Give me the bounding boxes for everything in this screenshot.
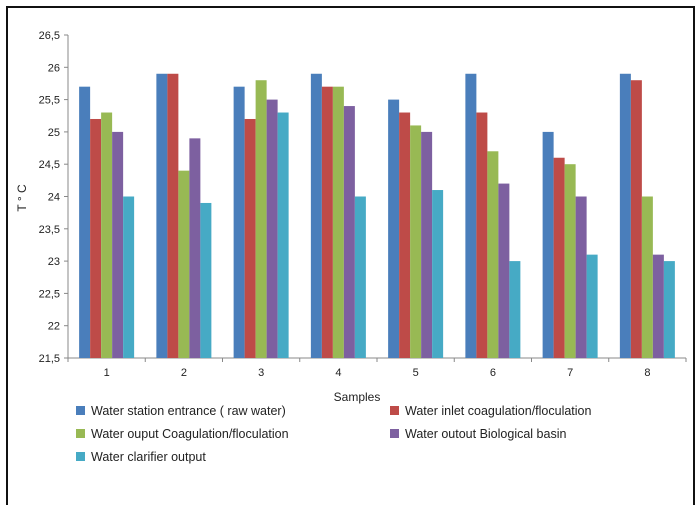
legend-swatch <box>76 429 85 438</box>
bar <box>542 131 554 358</box>
bar <box>167 73 179 358</box>
y-tick-label: 23 <box>48 256 60 268</box>
bar <box>421 131 433 358</box>
legend-label: Water clarifier output <box>91 450 206 464</box>
y-tick-label: 22 <box>48 321 60 333</box>
x-tick-label: 8 <box>644 367 650 379</box>
bar <box>233 86 245 359</box>
bar <box>630 80 642 358</box>
bar <box>343 106 355 358</box>
y-tick-label: 26 <box>48 62 60 74</box>
bar <box>586 254 598 358</box>
bar <box>663 261 675 358</box>
bar <box>266 99 278 358</box>
bar <box>244 118 256 358</box>
legend-swatch <box>76 406 85 415</box>
bar <box>200 202 212 358</box>
y-tick-label: 24 <box>48 192 60 204</box>
legend-label: Water ouput Coagulation/floculation <box>91 427 289 441</box>
y-axis-ticks: 21,5 22 22,5 23 23,5 24 24,5 25 25,5 26 26,5 <box>39 30 68 365</box>
bar <box>509 261 521 358</box>
bar <box>652 254 664 358</box>
y-axis-label: T ° C <box>15 184 29 212</box>
bar <box>123 196 135 358</box>
legend-label: Water station entrance ( raw water) <box>91 404 286 418</box>
bar <box>321 86 333 359</box>
chart-legend: Water station entrance ( raw water) Water… <box>76 404 591 464</box>
legend-swatch <box>76 452 85 461</box>
x-axis-ticks: 1 2 3 4 5 6 7 8 <box>67 358 687 379</box>
bar <box>112 131 124 358</box>
x-tick-label: 5 <box>413 367 419 379</box>
bar <box>354 196 366 358</box>
bar <box>553 157 565 358</box>
bar <box>564 164 576 358</box>
y-tick-label: 21,5 <box>39 353 60 365</box>
bar <box>277 112 289 359</box>
bar <box>641 196 653 358</box>
bar <box>189 138 201 358</box>
bar <box>432 190 444 358</box>
legend-label: Water outout Biological basin <box>405 427 566 441</box>
y-tick-label: 26,5 <box>39 30 60 42</box>
bar <box>255 80 267 358</box>
bar <box>178 170 190 358</box>
bar <box>575 196 587 358</box>
bar <box>156 73 168 358</box>
x-tick-label: 1 <box>104 367 110 379</box>
x-tick-label: 4 <box>335 367 341 379</box>
bar <box>388 99 400 358</box>
x-tick-label: 7 <box>567 367 573 379</box>
y-tick-label: 23,5 <box>39 224 60 236</box>
bar <box>332 86 344 359</box>
legend-swatch <box>390 429 399 438</box>
bar <box>79 86 91 359</box>
bar <box>310 73 322 358</box>
chart-bars <box>79 73 675 359</box>
y-tick-label: 25,5 <box>39 95 60 107</box>
y-tick-label: 24,5 <box>39 159 60 171</box>
legend-swatch <box>390 406 399 415</box>
bar <box>410 125 422 358</box>
bar <box>619 73 631 358</box>
x-axis-label: Samples <box>334 390 381 404</box>
legend-label: Water inlet coagulation/floculation <box>405 404 591 418</box>
bar <box>90 118 102 358</box>
x-tick-label: 3 <box>258 367 264 379</box>
bar <box>487 151 499 358</box>
x-tick-label: 6 <box>490 367 496 379</box>
bar <box>399 112 411 359</box>
x-tick-label: 2 <box>181 367 187 379</box>
bar <box>476 112 488 359</box>
bar <box>101 112 113 359</box>
y-tick-label: 22,5 <box>39 288 60 300</box>
y-tick-label: 25 <box>48 127 60 139</box>
bar <box>498 183 510 358</box>
bar <box>465 73 477 358</box>
